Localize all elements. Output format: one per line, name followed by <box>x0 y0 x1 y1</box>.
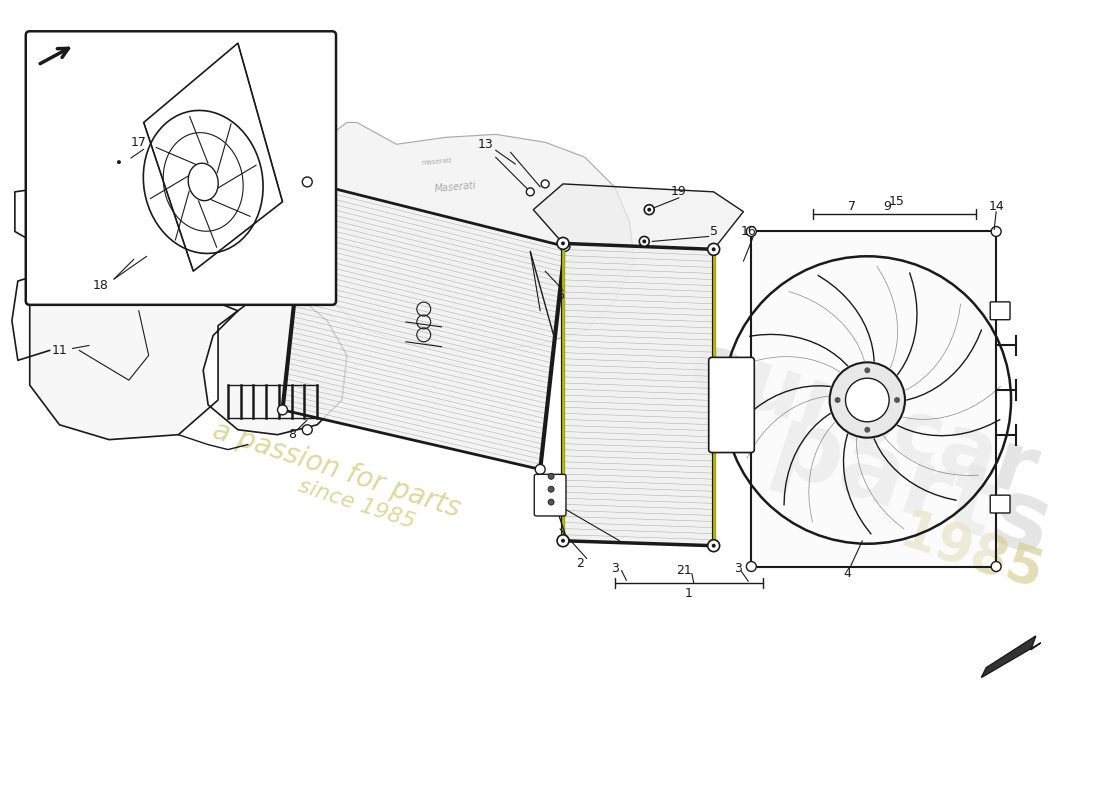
Circle shape <box>865 367 870 374</box>
Text: 14: 14 <box>988 200 1004 214</box>
Ellipse shape <box>188 163 218 201</box>
FancyBboxPatch shape <box>535 474 566 516</box>
Circle shape <box>747 562 757 571</box>
Circle shape <box>114 157 124 167</box>
Text: 5: 5 <box>710 225 717 238</box>
Polygon shape <box>981 636 1041 678</box>
Circle shape <box>865 426 870 433</box>
Circle shape <box>536 465 546 474</box>
Circle shape <box>707 243 719 255</box>
Circle shape <box>548 486 554 492</box>
Text: 4: 4 <box>844 567 851 580</box>
Circle shape <box>639 237 649 246</box>
Text: 1985: 1985 <box>893 506 1049 601</box>
Polygon shape <box>30 102 346 440</box>
Polygon shape <box>293 122 635 350</box>
FancyBboxPatch shape <box>990 302 1010 320</box>
Text: 8: 8 <box>288 428 296 441</box>
Circle shape <box>560 242 570 251</box>
Text: 18: 18 <box>94 278 109 291</box>
Circle shape <box>747 226 757 237</box>
Circle shape <box>829 362 905 438</box>
Text: a passion for parts: a passion for parts <box>209 416 464 522</box>
Circle shape <box>277 405 287 415</box>
Text: 2: 2 <box>576 557 584 570</box>
Circle shape <box>548 474 554 479</box>
Polygon shape <box>534 184 744 250</box>
Text: 11: 11 <box>52 344 67 357</box>
Circle shape <box>548 499 554 505</box>
FancyBboxPatch shape <box>25 31 336 305</box>
Text: 3: 3 <box>735 562 743 575</box>
Circle shape <box>707 540 719 552</box>
Circle shape <box>991 562 1001 571</box>
Text: parts: parts <box>761 401 1063 578</box>
Polygon shape <box>751 231 997 566</box>
Circle shape <box>117 160 121 164</box>
Polygon shape <box>283 182 565 470</box>
Circle shape <box>302 425 312 434</box>
Circle shape <box>557 238 569 250</box>
FancyBboxPatch shape <box>708 358 755 453</box>
Text: Maserati: Maserati <box>434 180 477 194</box>
Text: 21: 21 <box>676 564 692 577</box>
Circle shape <box>647 208 651 212</box>
Circle shape <box>561 242 565 246</box>
Text: 6: 6 <box>557 290 564 302</box>
FancyBboxPatch shape <box>990 495 1010 513</box>
Circle shape <box>712 544 716 548</box>
Text: maserati: maserati <box>420 158 452 166</box>
Text: 17: 17 <box>131 136 146 149</box>
Text: 13: 13 <box>477 138 494 150</box>
Circle shape <box>557 535 569 546</box>
Text: eurocar: eurocar <box>678 326 1047 514</box>
Circle shape <box>645 205 654 214</box>
Circle shape <box>541 180 549 188</box>
Text: 15: 15 <box>889 195 905 208</box>
Circle shape <box>642 239 647 243</box>
Text: 19: 19 <box>671 186 686 198</box>
Text: 16: 16 <box>740 225 756 238</box>
Circle shape <box>561 538 565 542</box>
Circle shape <box>712 247 716 251</box>
Text: since 1985: since 1985 <box>296 476 418 532</box>
Circle shape <box>835 397 840 403</box>
Circle shape <box>846 378 889 422</box>
Text: 7: 7 <box>848 200 857 214</box>
Text: 1: 1 <box>685 586 693 600</box>
Circle shape <box>894 397 900 403</box>
Circle shape <box>991 226 1001 237</box>
Text: 3: 3 <box>610 562 618 575</box>
Circle shape <box>302 177 312 187</box>
Circle shape <box>526 188 535 196</box>
Text: 9: 9 <box>883 200 891 214</box>
Polygon shape <box>563 243 714 546</box>
